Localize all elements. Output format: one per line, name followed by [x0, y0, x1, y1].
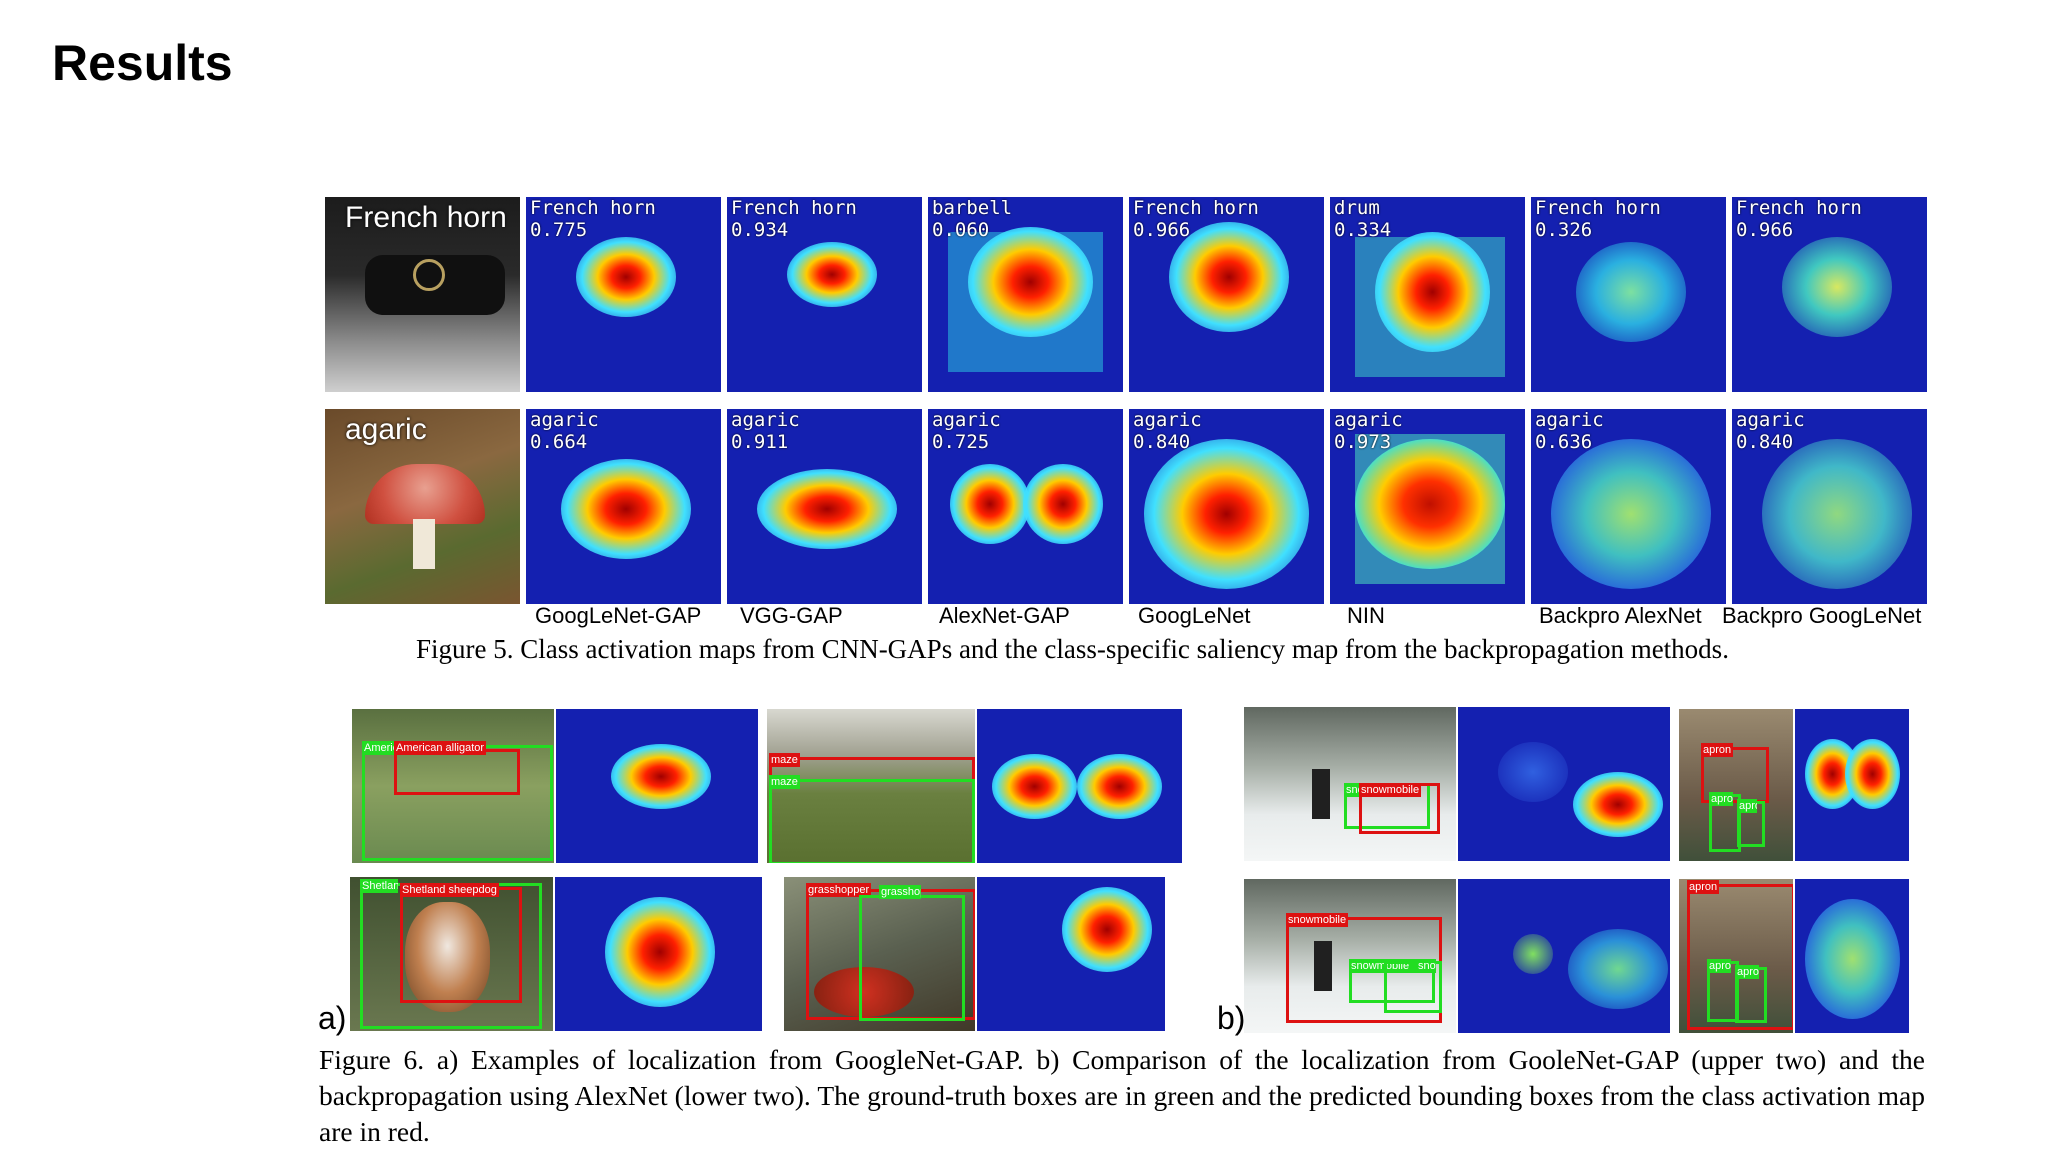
cam-map: agaric 0.911 — [727, 409, 922, 604]
apron-photo: apron apron apron — [1679, 709, 1793, 861]
cam-map — [977, 877, 1165, 1031]
panel-b-label: b) — [1217, 1000, 1246, 1036]
class-label: agaric — [530, 409, 599, 431]
prediction-tag: snowmobile — [1359, 783, 1422, 797]
saliency-map — [1458, 879, 1670, 1033]
cam-map: agaric 0.840 — [1129, 409, 1324, 604]
prediction-tag: apron — [1701, 743, 1734, 757]
ground-truth-tag: apron — [1737, 799, 1757, 813]
maze-photo: maze maze — [767, 709, 975, 863]
class-score: 0.840 — [1736, 431, 1794, 453]
ground-truth-tag: maze — [769, 775, 800, 789]
class-label: French horn — [1133, 197, 1259, 219]
class-label: agaric — [932, 409, 1001, 431]
class-score: 0.973 — [1334, 431, 1392, 453]
ground-truth-tag: apron — [1735, 965, 1759, 979]
class-label: barbell — [932, 197, 1013, 219]
alligator-photo: American alligator American alligator — [352, 709, 554, 863]
class-score: 0.934 — [731, 219, 789, 241]
french-horn-photo: French horn — [325, 197, 520, 392]
method-label: GoogLeNet-GAP — [535, 603, 702, 628]
ground-truth-tag: snowmobile — [1416, 959, 1436, 973]
ground-truth-tag: snowmobile — [1344, 783, 1362, 797]
cam-map: French horn 0.934 — [727, 197, 922, 392]
figure-6-caption: Figure 6. a) Examples of localization fr… — [319, 1044, 1925, 1147]
cam-map — [555, 877, 762, 1031]
panel-a-label: a) — [318, 1000, 347, 1036]
method-label: AlexNet-GAP — [939, 603, 1070, 628]
class-score: 0.840 — [1133, 431, 1191, 453]
saliency-map: French horn 0.326 — [1531, 197, 1726, 392]
cam-map — [1458, 707, 1670, 861]
class-score: 0.334 — [1334, 219, 1392, 241]
class-label: drum — [1334, 197, 1380, 219]
photo-label: French horn — [345, 201, 507, 234]
class-score: 0.775 — [530, 219, 588, 241]
figure-5-caption: Figure 5. Class activation maps from CNN… — [416, 634, 1729, 664]
snowmobile-photo: snowmobile snowmobile — [1244, 707, 1456, 861]
sheepdog-photo: Shetland sheepdog Shetland sheepdog — [350, 877, 553, 1031]
class-label: agaric — [1334, 409, 1403, 431]
method-label: Backpro AlexNet — [1539, 603, 1702, 628]
ground-truth-tag: grasshopper — [879, 885, 921, 899]
saliency-map: agaric 0.636 — [1531, 409, 1726, 604]
method-label: GoogLeNet — [1138, 603, 1251, 628]
class-label: agaric — [1535, 409, 1604, 431]
saliency-map — [1795, 879, 1909, 1033]
method-label: Backpro GoogLeNet — [1722, 603, 1922, 628]
prediction-tag: apron — [1687, 880, 1720, 894]
cam-map: agaric 0.973 — [1330, 409, 1525, 604]
saliency-map: French horn 0.966 — [1732, 197, 1927, 392]
prediction-tag: snowmobile — [1286, 913, 1349, 927]
class-score: 0.725 — [932, 431, 990, 453]
prediction-tag: grasshopper — [806, 883, 872, 897]
apron-photo: apron apron apron — [1679, 879, 1793, 1033]
class-label: agaric — [1133, 409, 1202, 431]
agaric-photo: agaric — [325, 409, 520, 604]
cam-map: French horn 0.775 — [526, 197, 721, 392]
class-score: 0.664 — [530, 431, 588, 453]
ground-truth-tag: apron — [1707, 959, 1731, 973]
class-label: French horn — [1736, 197, 1862, 219]
cam-map: drum 0.334 — [1330, 197, 1525, 392]
cam-map: barbell 0.060 — [928, 197, 1123, 392]
slide-title: Results — [52, 35, 233, 91]
class-label: agaric — [1736, 409, 1805, 431]
cam-map — [1795, 709, 1909, 861]
class-score: 0.966 — [1133, 219, 1191, 241]
cam-map: agaric 0.725 — [928, 409, 1123, 604]
saliency-map: agaric 0.840 — [1732, 409, 1927, 604]
cam-map — [977, 709, 1182, 863]
cam-map: agaric 0.664 — [526, 409, 721, 604]
method-label: VGG-GAP — [740, 603, 843, 628]
class-score: 0.966 — [1736, 219, 1794, 241]
class-label: French horn — [731, 197, 857, 219]
class-score: 0.326 — [1535, 219, 1593, 241]
photo-label: agaric — [345, 413, 427, 446]
class-score: 0.636 — [1535, 431, 1593, 453]
class-label: French horn — [530, 197, 656, 219]
snowmobile-photo: snowmobile snowmobile snowmobile — [1244, 879, 1456, 1033]
ground-truth-tag: Shetland sheepdog — [360, 879, 398, 893]
prediction-tag: Shetland sheepdog — [400, 883, 499, 897]
class-score: 0.911 — [731, 431, 789, 453]
grasshopper-photo: grasshopper grasshopper — [784, 877, 975, 1031]
ground-truth-tag: American alligator — [362, 741, 396, 755]
ground-truth-tag: apron — [1709, 792, 1733, 806]
prediction-tag: American alligator — [394, 741, 487, 755]
class-label: French horn — [1535, 197, 1661, 219]
cam-map: French horn 0.966 — [1129, 197, 1324, 392]
class-label: agaric — [731, 409, 800, 431]
prediction-tag: maze — [769, 753, 800, 767]
class-score: 0.060 — [932, 219, 990, 241]
method-label: NIN — [1347, 603, 1385, 628]
cam-map — [556, 709, 758, 863]
